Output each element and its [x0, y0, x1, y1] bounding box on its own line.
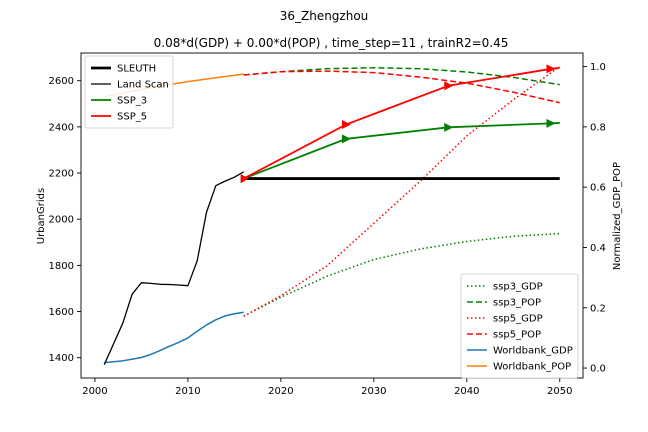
- legend-frame: [460, 273, 579, 379]
- y-axis-label-left: UrbanGrids: [36, 188, 47, 244]
- chart-title: 0.08*d(GDP) + 0.00*d(POP) , time_step=11…: [154, 36, 509, 50]
- x-tick-label: 2030: [361, 386, 386, 397]
- legend-label-ssp5-gdp: ssp5_GDP: [493, 314, 543, 325]
- y-right-tick-label: 0.8: [590, 122, 606, 133]
- y-right-tick-label: 0.4: [590, 243, 606, 254]
- axes-frame: [80, 52, 584, 379]
- marker-ssp-3: [444, 122, 454, 132]
- legend-label-worldbank-pop: Worldbank_POP: [493, 362, 571, 373]
- y-left-tick-label: 2600: [49, 76, 74, 87]
- y-left-tick-label: 2400: [49, 122, 74, 133]
- y-right-tick-label: 1.0: [590, 62, 606, 73]
- plot-layer: 2000 2010 2020 2030 2040 2050 1400 1600 1800 2000…: [49, 52, 606, 397]
- legend-label-ssp-3: SSP_3: [117, 96, 147, 107]
- y-axis-label-right: Normalized_GDP_POP: [612, 162, 623, 270]
- legend-label-ssp3-gdp: ssp3_GDP: [493, 282, 543, 293]
- y-right-tick-label: 0.6: [590, 183, 606, 194]
- legend-label-ssp5-pop: ssp5_POP: [493, 330, 541, 341]
- chart-suptitle: 36_Zhengzhou: [280, 9, 369, 23]
- x-tick-label: 2000: [82, 386, 107, 397]
- y-right-tick-label: 0.0: [590, 364, 606, 375]
- marker-ssp-3: [341, 134, 351, 144]
- legend-frame: [84, 55, 174, 129]
- series-line-ssp5-pop: [243, 70, 560, 104]
- legend-label-sleuth: SLEUTH: [117, 64, 156, 75]
- x-tick-label: 2040: [454, 386, 479, 397]
- y-left-tick-label: 1800: [49, 261, 74, 272]
- marker-ssp-5: [546, 64, 556, 74]
- legend-right: ssp3_GDP ssp3_POP ssp5_GDP ssp5_POP Worldban…: [460, 273, 579, 379]
- series-line-ssp5-gdp: [243, 65, 561, 317]
- legend-label-ssp3-pop: ssp3_POP: [493, 298, 541, 309]
- marker-ssp-5: [341, 120, 351, 130]
- marker-ssp-5: [444, 81, 454, 91]
- legend-label-worldbank-gdp: Worldbank_GDP: [493, 346, 573, 357]
- y-left-tick-label: 1400: [49, 353, 74, 364]
- series-line-worldbank-gdp: [104, 311, 244, 364]
- legend-label-land-scan: Land Scan: [117, 80, 169, 91]
- legend-left: SLEUTH Land Scan SSP_3 SSP_5: [84, 55, 174, 129]
- marker-ssp-5: [240, 174, 249, 184]
- series-line-land-scan: [103, 171, 245, 365]
- y-right-tick-label: 0.2: [590, 303, 606, 314]
- x-tick-label: 2010: [175, 386, 200, 397]
- legend-label-ssp-5: SSP_5: [117, 112, 147, 123]
- x-tick-label: 2050: [547, 386, 572, 397]
- y-left-tick-label: 2000: [49, 215, 74, 226]
- marker-ssp-3: [546, 118, 556, 128]
- y-left-tick-label: 2200: [49, 169, 74, 180]
- x-tick-label: 2020: [268, 386, 293, 397]
- series-group: [103, 64, 561, 365]
- y-left-tick-label: 1600: [49, 307, 74, 318]
